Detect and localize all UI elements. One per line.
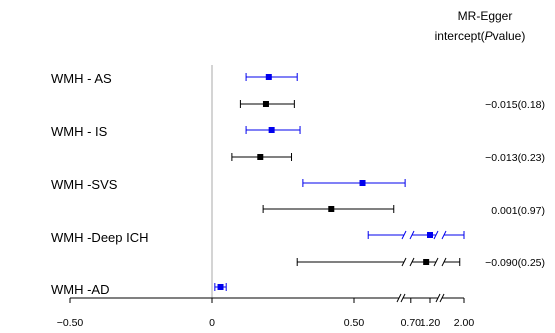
x-tick-label: 0 [209, 317, 215, 329]
row-label: WMH -SVS [51, 177, 118, 192]
row-label: WMH - AS [51, 71, 112, 86]
header-line1: MR-Egger [458, 9, 513, 23]
x-tick-label: 1.20 [420, 317, 441, 329]
ci-break-mark [441, 230, 447, 240]
point-estimate [268, 127, 275, 133]
point-estimate [427, 232, 433, 238]
x-tick-label: −0.50 [57, 317, 84, 329]
egger-intercept-label: 0.001(0.97) [491, 205, 545, 217]
point-estimate [257, 154, 264, 160]
row-label: WMH -Deep ICH [51, 230, 149, 245]
egger-intercept-label: −0.015(0.18) [485, 99, 545, 111]
point-estimate [359, 180, 366, 186]
x-tick-label: 2.00 [454, 317, 475, 329]
egger-intercept-label: −0.090(0.25) [485, 257, 545, 269]
point-estimate [423, 259, 430, 265]
header-line2: intercept(Pvalue) [435, 29, 526, 43]
row-label: WMH - IS [51, 124, 108, 139]
point-estimate [265, 74, 272, 80]
egger-intercept-label: −0.013(0.23) [485, 152, 545, 164]
axis-break-mark [435, 293, 441, 303]
point-estimate [328, 206, 335, 212]
x-tick-label: 0.50 [344, 317, 365, 329]
egger-header: MR-Egger intercept(Pvalue) [435, 9, 526, 43]
ci-break-mark [433, 230, 439, 240]
axis-break-mark [400, 293, 406, 303]
point-estimate [217, 284, 224, 290]
ci-break-mark [401, 257, 407, 267]
plot-area: −0.50 0 0.50 0.701.20 2.00 WMH - AS −0.015(0.1… [51, 65, 545, 329]
x-tick-label: 0.70 [401, 317, 422, 329]
ci-break-mark [409, 230, 415, 240]
axis-break-mark [439, 293, 445, 303]
point-estimate [262, 101, 269, 107]
ci-break-mark [409, 257, 415, 267]
ci-break-mark [433, 257, 439, 267]
header-line2-suffix: value) [493, 29, 526, 43]
header-line2-italic: P [485, 29, 493, 43]
row-label: WMH -AD [51, 282, 110, 297]
header-line2-prefix: intercept( [435, 29, 485, 43]
axis-break-mark [396, 293, 402, 303]
ci-break-mark [441, 257, 447, 267]
ci-break-mark [401, 230, 407, 240]
